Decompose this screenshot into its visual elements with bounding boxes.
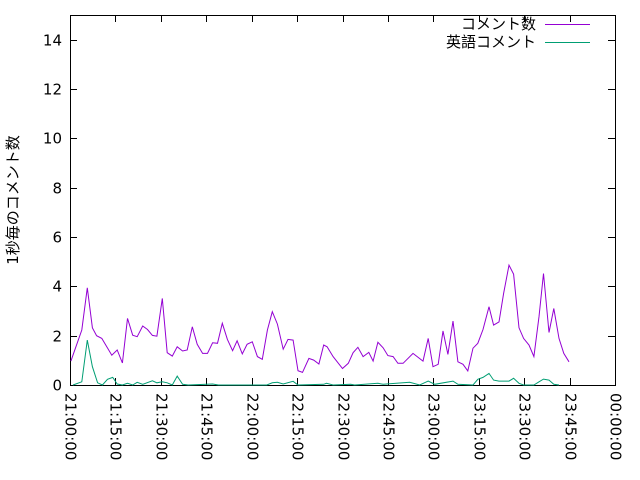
y-tick-label: 12 [43, 81, 62, 99]
series-line-0 [70, 263, 570, 374]
y-tick-label: 0 [52, 377, 62, 395]
series-group [70, 263, 570, 386]
series-line-1 [72, 340, 560, 386]
y-tick-label: 14 [43, 32, 62, 50]
y-axis-label: 1秒毎のコメント数 [4, 135, 22, 265]
x-axis: 21:00:00 21:15:00 21:30:00 21:45:00 22:00:00… [62, 15, 625, 460]
x-tick-label: 22:00:00 [244, 393, 262, 460]
y-axis: 0 2 4 6 8 10 12 14 [43, 32, 615, 395]
x-tick-label: 23:45:00 [562, 393, 580, 460]
x-tick-label: 00:00:00 [607, 393, 625, 460]
x-tick-label: 21:45:00 [198, 393, 216, 460]
x-tick-label: 22:15:00 [289, 393, 307, 460]
x-tick-label: 23:30:00 [516, 393, 534, 460]
x-tick-label: 21:30:00 [153, 393, 171, 460]
legend-label: 英語コメント [446, 33, 536, 51]
x-tick-label: 22:30:00 [335, 393, 353, 460]
x-tick-label: 21:15:00 [107, 393, 125, 460]
y-tick-label: 6 [52, 229, 62, 247]
x-tick-label: 23:00:00 [425, 393, 443, 460]
y-tick-label: 2 [52, 328, 62, 346]
legend-label: コメント数 [461, 15, 536, 33]
x-tick-label: 21:00:00 [62, 393, 80, 460]
x-tick-label: 23:15:00 [471, 393, 489, 460]
plot-frame [70, 15, 616, 386]
x-tick-label: 22:45:00 [380, 393, 398, 460]
y-tick-label: 4 [52, 278, 62, 296]
y-tick-label: 8 [52, 180, 62, 198]
y-tick-label: 10 [43, 130, 62, 148]
